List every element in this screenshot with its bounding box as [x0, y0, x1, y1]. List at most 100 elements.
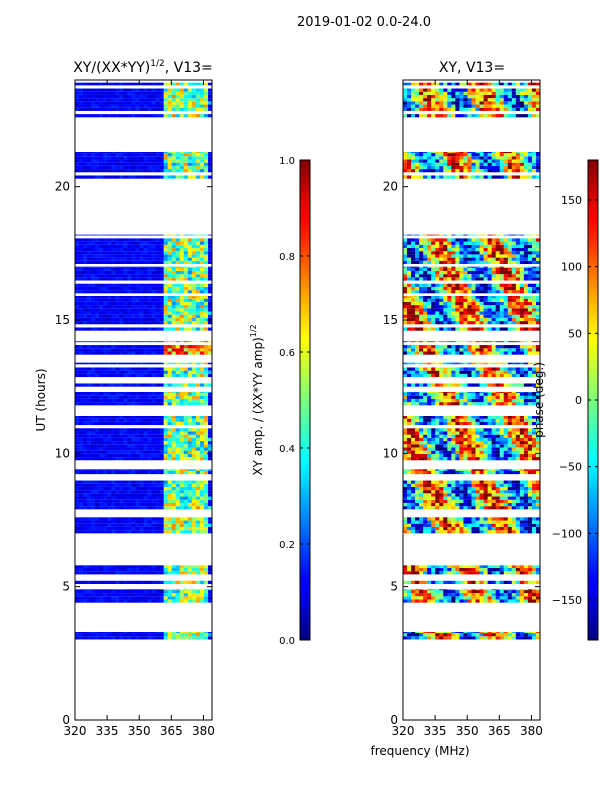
amp-cell [107, 267, 112, 271]
amp-cell [111, 483, 116, 487]
amp-cell [79, 162, 84, 166]
amp-cell [83, 362, 88, 365]
amp-cell [171, 571, 177, 575]
amp-cell [171, 416, 177, 419]
amp-cell [191, 499, 197, 503]
amp-cell [159, 348, 165, 352]
amp-cell [99, 321, 104, 325]
amp-cell [207, 88, 213, 92]
amp-cell [203, 596, 209, 600]
amp-cell [187, 530, 193, 534]
amp-cell [111, 502, 116, 507]
amp-cell [99, 428, 104, 432]
phase-cell [523, 523, 529, 527]
amp-cell [115, 480, 120, 484]
amp-title: XY/(XX*YY)1/2, V13= [73, 59, 213, 76]
amp-cell [75, 457, 80, 461]
phase-cell [447, 502, 452, 507]
amp-cell [111, 341, 116, 343]
amp-cell [179, 523, 185, 527]
amp-cell [155, 317, 161, 322]
amp-cell [175, 530, 181, 534]
amp-cell [191, 596, 197, 600]
amp-cell [155, 437, 161, 442]
amp-cell [139, 345, 144, 349]
amp-cell [191, 392, 197, 393]
phase-cell [463, 589, 468, 594]
amp-cell [155, 517, 161, 521]
amp-cell [191, 260, 197, 264]
amp-cell [107, 523, 112, 527]
amp-cell [175, 506, 181, 510]
amp-cell [127, 418, 132, 422]
amp-cell [195, 266, 201, 268]
amp-cell [107, 589, 112, 591]
amp-cell [151, 483, 156, 487]
amp-cell [131, 301, 136, 306]
amp-cell [179, 392, 185, 393]
amp-cell [99, 159, 104, 163]
amp-cell [183, 101, 189, 105]
amp-cell [75, 486, 80, 491]
amp-cell [115, 296, 120, 299]
amp-cell [199, 486, 205, 491]
phase-cell [527, 580, 533, 584]
amp-cell [87, 152, 92, 154]
phase-cell [403, 571, 408, 575]
amp-cell [167, 254, 173, 258]
phase-cell [479, 593, 484, 597]
amp-cell [83, 162, 88, 166]
amp-cell [199, 530, 205, 534]
phase-cell [535, 395, 541, 399]
amp-cell [119, 636, 124, 640]
amp-cell [107, 277, 112, 281]
amp-cell [207, 348, 213, 352]
phase-cell [443, 441, 448, 445]
phase-cell [447, 453, 452, 458]
phase-cell [487, 437, 493, 442]
amp-cell [127, 633, 132, 637]
amp-cell [75, 175, 80, 179]
phase-cell [439, 596, 444, 600]
amp-cell [147, 351, 152, 355]
amp-cell [147, 450, 152, 454]
amp-cell [79, 91, 84, 95]
amp-cell [75, 277, 80, 281]
amp-cell [135, 327, 140, 331]
amp-cell [87, 392, 92, 393]
amp-cell [107, 441, 112, 445]
amp-cell [151, 568, 156, 572]
phase-cell [503, 530, 509, 534]
amp-cell [79, 483, 84, 487]
amp-cell [187, 175, 193, 179]
amp-cell [151, 104, 156, 108]
phase-cell [503, 490, 509, 494]
phase-cell [531, 589, 537, 591]
amp-cell [123, 469, 128, 471]
phase-cell [447, 416, 452, 419]
amp-cell [179, 502, 185, 507]
amp-cell [199, 351, 205, 355]
amp-cell [75, 88, 80, 92]
phase-cell [495, 444, 501, 448]
amp-cell [119, 98, 124, 102]
amp-cell [163, 632, 169, 634]
amp-cell [131, 383, 136, 387]
amp-cell [83, 437, 88, 442]
amp-cell [203, 530, 209, 534]
amp-cell [127, 506, 132, 510]
phase-cell [455, 632, 460, 634]
amp-cell [135, 636, 140, 640]
phase-cell [455, 398, 460, 403]
amp-cell [199, 308, 205, 312]
phase-cell [423, 580, 428, 584]
amp-cell [183, 437, 189, 442]
phase-cell [515, 530, 521, 534]
amp-cell [179, 633, 185, 637]
phase-cell [439, 434, 444, 438]
phase-cell [535, 636, 541, 640]
amp-cell [203, 159, 209, 163]
amp-cell [155, 483, 161, 487]
phase-cell [451, 444, 456, 448]
amp-cell [115, 486, 120, 491]
